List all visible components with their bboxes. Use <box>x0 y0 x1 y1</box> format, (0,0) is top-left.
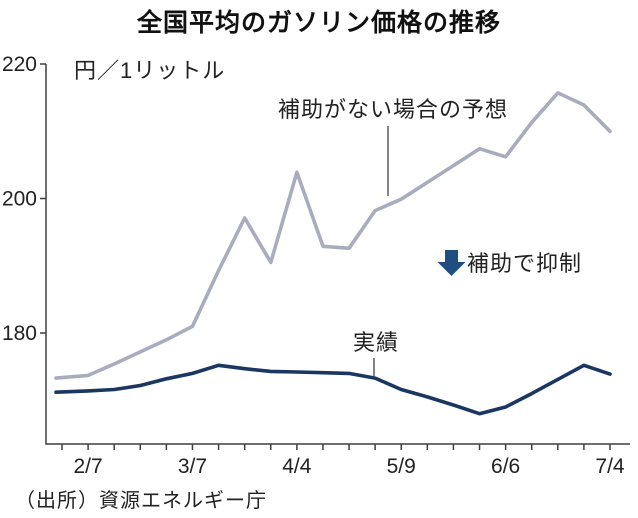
chart-title: 全国平均のガソリン価格の推移 <box>136 9 501 37</box>
series-layer <box>54 91 612 416</box>
y-tick-label: 200 <box>2 188 37 211</box>
actual-line <box>54 363 612 416</box>
x-tick-label: 4/4 <box>282 455 312 478</box>
x-tick-label: 6/6 <box>491 455 520 478</box>
forecast-line <box>54 91 612 380</box>
x-tick-label: 3/7 <box>178 455 207 478</box>
forecast-annotation-label: 補助がない場合の予想 <box>278 97 508 122</box>
y-axis-unit-label: 円／1リットル <box>74 58 225 83</box>
subsidy-arrow-label: 補助で抑制 <box>467 251 582 276</box>
source-note: （出所）資源エネルギー庁 <box>15 490 267 512</box>
x-tick-label: 7/4 <box>595 455 625 478</box>
x-tick-label: 5/9 <box>387 455 416 478</box>
actual-annotation-label: 実績 <box>353 330 399 355</box>
axes-layer: 180 200 220 2/7 3/7 4/4 5/9 6/6 7/4 <box>2 53 630 478</box>
axis-frame <box>45 64 630 445</box>
y-tick-label: 220 <box>2 53 37 76</box>
y-tick-label: 180 <box>2 322 37 345</box>
x-tick-label: 2/7 <box>73 455 102 478</box>
down-arrow-icon <box>437 250 466 276</box>
